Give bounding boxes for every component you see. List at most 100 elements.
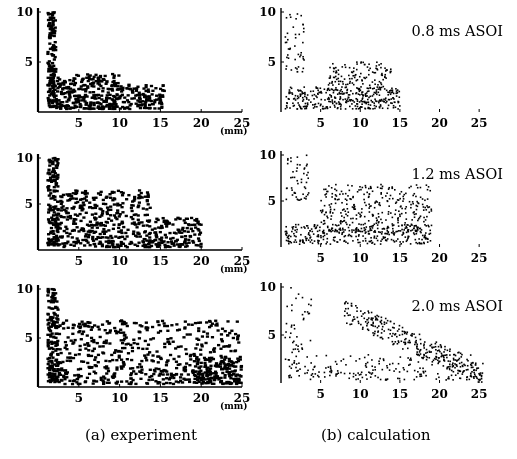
scatter-point [373,102,376,104]
scatter-point [326,89,329,92]
scatter-point [338,92,341,94]
scatter-point [397,108,399,110]
scatter-point [101,87,105,90]
scatter-point [108,329,113,332]
scatter-point [146,242,150,246]
scatter-point [449,348,451,351]
scatter-point [86,344,90,347]
scatter-point [310,304,312,307]
scatter-point [119,331,123,334]
scatter-point [114,102,118,106]
scatter-point [404,212,407,214]
scatter-point [138,235,142,238]
scatter-point [128,367,133,370]
scatter-point [320,236,322,239]
scatter-point [409,357,412,360]
scatter-point [336,241,339,243]
scatter-point [50,13,55,17]
scatter-point [104,100,108,104]
scatter-point [335,375,337,377]
scatter-point [286,305,288,308]
scatter-point [119,94,123,98]
scatter-point [452,379,454,381]
scatter-point [74,201,78,205]
scatter-point [405,218,408,220]
scatter-point [78,105,83,109]
scatter-point [365,374,367,376]
scatter-point [351,99,354,102]
scatter-point [98,215,102,218]
scatter-point [74,189,78,192]
scatter-point [386,229,389,232]
scatter-point [421,203,424,206]
scatter-point [359,185,361,188]
scatter-point [136,99,140,102]
scatter-point [50,299,54,302]
scatter-point [73,222,78,225]
scatter-point [121,105,125,109]
scatter-point [203,358,208,361]
caption-experiment: (a) experiment [85,426,197,444]
scatter-point [346,312,348,315]
scatter-point [68,197,73,201]
scatter-point [205,372,209,376]
scatter-point [342,358,345,361]
scatter-point [383,323,386,326]
scatter-point [65,376,69,379]
scatter-point [296,156,299,158]
scatter-point [164,222,168,225]
scatter-point [327,96,330,99]
scatter-point [347,94,350,96]
scatter-point [469,354,472,356]
scatter-point [364,101,367,104]
scatter-point [378,221,380,223]
scatter-point [61,242,65,245]
scatter-point [364,93,367,95]
scatter-point [49,231,53,235]
scatter-point [435,378,438,380]
scatter-point [380,183,382,186]
scatter-point [54,94,58,97]
scatter-point [409,243,412,245]
scatter-point [369,104,372,106]
scatter-point [352,196,354,199]
scatter-point [51,208,55,212]
scatter-point [371,190,374,193]
scatter-point [80,209,84,212]
scatter-point [372,214,375,217]
scatter-point [56,176,60,179]
scatter-point [112,99,117,103]
scatter-point [291,228,294,230]
scatter-point [46,18,51,22]
scatter-point [335,87,337,89]
scatter-point [365,231,367,233]
scatter-point [184,352,189,356]
scatter-point [323,234,326,237]
scatter-point [350,90,352,92]
scatter-point [108,193,112,196]
scatter-point [306,372,308,374]
scatter-point [331,192,334,195]
scatter-point [98,207,102,210]
scatter-point [420,373,422,376]
scatter-point [129,381,133,384]
scatter-point [408,186,411,189]
scatter-point [50,372,54,375]
scatter-point [339,90,341,92]
scatter-point [404,207,407,210]
scatter-point [210,322,215,325]
scatter-point [452,370,455,373]
scatter-point [62,216,66,219]
scatter-point [101,77,105,81]
scatter-point [145,191,150,194]
scatter-point [364,237,367,240]
scatter-point [332,89,335,92]
scatter-point [374,368,377,371]
scatter-point [47,13,51,16]
scatter-point [90,226,94,229]
scatter-point [144,244,148,247]
scatter-point [397,225,400,227]
scatter-point [305,107,308,110]
scatter-point [125,198,129,201]
